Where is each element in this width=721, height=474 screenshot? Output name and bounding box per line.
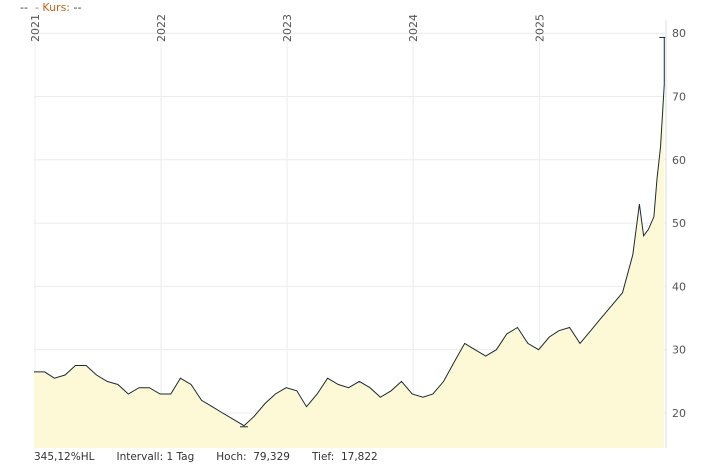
x-tick-label: 2023 xyxy=(281,14,294,42)
x-tick-label: 2025 xyxy=(534,14,547,42)
x-tick-label: 2022 xyxy=(155,14,168,42)
price-area-fill xyxy=(34,83,665,449)
performance-value: 345,12%HL xyxy=(34,451,95,463)
high-value: Hoch: 79,329 xyxy=(216,451,290,463)
x-tick-label: 2021 xyxy=(29,14,42,42)
y-tick-label: 50 xyxy=(672,217,686,230)
interval-label: Intervall: 1 Tag xyxy=(116,451,195,463)
y-tick-label: 80 xyxy=(672,27,686,40)
header-prefix: -- xyxy=(20,1,28,14)
chart-footer: 345,12%HL Intervall: 1 Tag Hoch: 79,329 Tie… xyxy=(34,451,400,463)
low-value: Tief: 17,822 xyxy=(311,451,378,463)
x-axis: 2021 2022 2023 2024 2025 xyxy=(29,14,547,42)
kurs-label: - Kurs: xyxy=(34,1,71,14)
y-tick-label: 30 xyxy=(672,344,686,357)
y-tick-label: 40 xyxy=(672,280,686,293)
y-tick-label: 70 xyxy=(672,91,686,104)
kurs-value: -- xyxy=(73,1,82,14)
price-line xyxy=(34,83,665,427)
y-tick-label: 60 xyxy=(672,154,686,167)
y-tick-label: 20 xyxy=(672,407,686,420)
chart-marks xyxy=(239,36,666,428)
y-axis: 20 30 40 50 60 70 80 xyxy=(672,27,686,420)
quote-header: -- - Kurs: -- xyxy=(20,1,81,14)
x-tick-label: 2024 xyxy=(407,14,420,42)
